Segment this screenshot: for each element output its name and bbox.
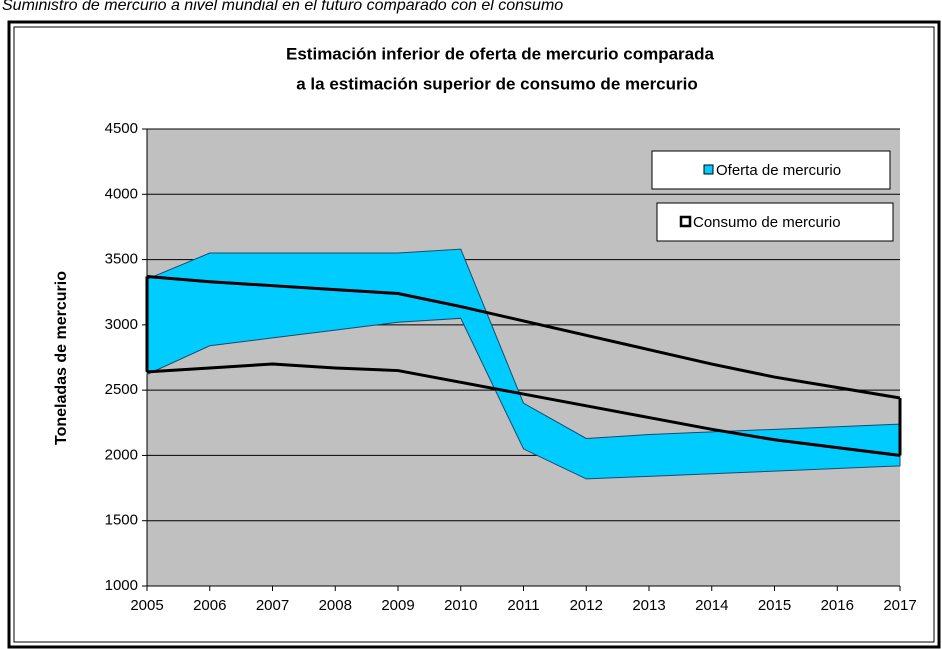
band-edge <box>146 362 901 457</box>
x-tick-label: 2006 <box>193 597 226 614</box>
y-tick-label: 2000 <box>105 446 138 463</box>
chart-frame-inner <box>13 26 935 643</box>
x-tick-label: 2014 <box>695 597 728 614</box>
y-tick-label: 1000 <box>105 577 138 594</box>
legend-box <box>656 202 894 242</box>
band-area <box>146 248 901 480</box>
y-tick-label: 2500 <box>105 381 138 398</box>
y-tick-label: 3000 <box>105 316 138 333</box>
legend-swatch <box>679 215 692 228</box>
x-tick-label: 2015 <box>758 597 791 614</box>
x-tick-label: 2016 <box>821 597 854 614</box>
caption: Suministro de mercurio a nivel mundial e… <box>2 0 563 14</box>
x-tick-label: 2009 <box>381 597 414 614</box>
legend-swatch <box>703 164 714 175</box>
x-tick-label: 2011 <box>507 597 539 614</box>
x-tick-label: 2017 <box>883 597 916 614</box>
y-tick-label: 4000 <box>105 185 138 202</box>
legend-label: Oferta de mercurio <box>716 162 841 179</box>
x-tick-label: 2008 <box>319 597 352 614</box>
plot-area <box>147 129 900 586</box>
y-tick-label: 3500 <box>105 251 138 268</box>
x-tick-label: 2007 <box>256 597 289 614</box>
y-axis-label: Toneladas de mercurio <box>53 271 70 445</box>
y-tick-label: 4500 <box>105 120 138 137</box>
x-tick-label: 2010 <box>444 597 477 614</box>
legend-label: Consumo de mercurio <box>693 214 841 231</box>
x-tick-label: 2012 <box>570 597 603 614</box>
chart-title: Estimación inferior de oferta de mercuri… <box>286 44 715 63</box>
x-tick-label: 2013 <box>632 597 665 614</box>
legend-box <box>651 150 891 190</box>
y-tick-label: 1500 <box>105 512 138 529</box>
x-tick-label: 2005 <box>130 597 163 614</box>
band-edge <box>146 275 901 400</box>
chart-title: a la estimación superior de consumo de m… <box>296 74 698 93</box>
